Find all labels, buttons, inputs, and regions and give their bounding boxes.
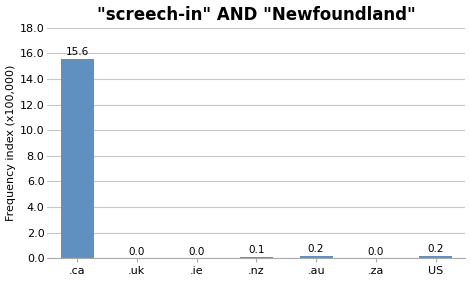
Text: 0.2: 0.2 [308,244,325,254]
Bar [300,255,333,258]
Text: 0.0: 0.0 [129,246,145,257]
Text: 0.2: 0.2 [427,244,444,254]
Text: 15.6: 15.6 [65,47,89,57]
Text: 0.0: 0.0 [188,246,205,257]
Text: 0.1: 0.1 [248,245,265,255]
Y-axis label: Frequency index (x100,000): Frequency index (x100,000) [6,65,16,221]
Title: "screech-in" AND "Newfoundland": "screech-in" AND "Newfoundland" [97,6,416,24]
Bar [240,257,273,258]
Bar [419,255,452,258]
Text: 0.0: 0.0 [368,246,384,257]
Bar [61,59,94,258]
